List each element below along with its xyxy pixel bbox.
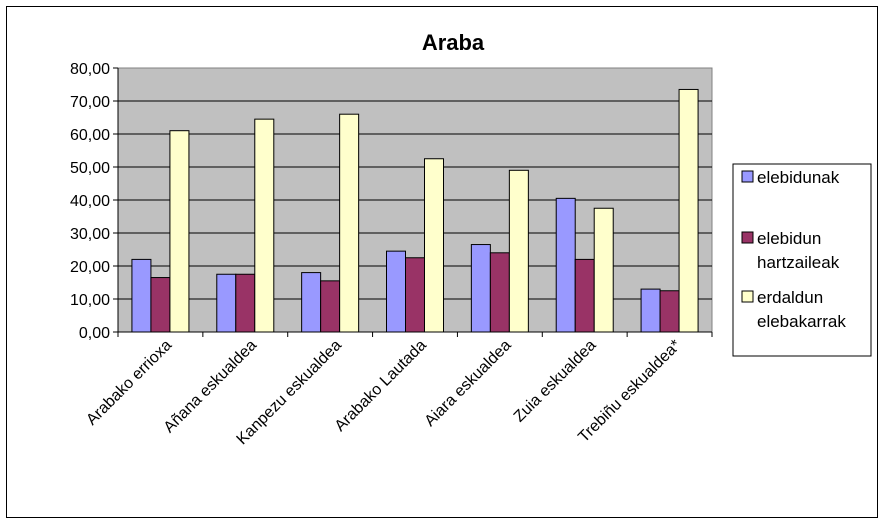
legend-label: elebakarrak: [757, 312, 846, 331]
bar: [470, 244, 491, 333]
bars: [131, 88, 699, 333]
bar: [640, 288, 661, 333]
bar: [235, 273, 256, 333]
x-tick-label: Aiara eskualdea: [422, 337, 515, 430]
bar: [424, 158, 444, 333]
bar: [301, 272, 322, 333]
y-tick-label: 0,00: [79, 325, 110, 342]
bar: [593, 207, 614, 333]
bar: [405, 257, 425, 333]
y-tick-label: 10,00: [70, 292, 110, 309]
y-tick-label: 20,00: [70, 259, 110, 276]
y-tick-label: 40,00: [70, 193, 110, 210]
legend-label: elebidun: [757, 229, 821, 248]
y-tick-label: 50,00: [70, 160, 110, 177]
bar: [678, 88, 699, 333]
bar: [254, 118, 275, 333]
legend-label: erdaldun: [757, 288, 823, 307]
bar: [489, 252, 510, 333]
x-tick-label: Arabako Lautada: [332, 337, 430, 435]
legend-swatch: [741, 170, 754, 183]
y-tick-label: 80,00: [70, 61, 110, 78]
legend: elebidunak elebidun hartzaileak erdaldun ele…: [741, 168, 846, 331]
y-tick-label: 30,00: [70, 226, 110, 243]
y-tick-label: 70,00: [70, 94, 110, 111]
y-axis: 0,00 10,00 20,00 30,00 40,00 50,00 60,00 70,00 8…: [70, 61, 119, 342]
bar: [555, 197, 576, 333]
legend-label: hartzaileak: [757, 253, 840, 272]
chart-title: Araba: [422, 30, 485, 55]
legend-swatch: [741, 231, 754, 244]
x-tick-label: Añana eskualdea: [161, 337, 261, 437]
x-tick-label: Arabako errioxa: [83, 337, 175, 429]
bar: [339, 113, 360, 333]
bar: [216, 273, 237, 333]
x-tick-label: Zuia eskualdea: [511, 337, 600, 426]
legend-box: [732, 163, 872, 357]
bar: [169, 130, 190, 333]
bar: [131, 258, 152, 333]
y-tick-label: 60,00: [70, 127, 110, 144]
bar: [574, 258, 595, 333]
legend-swatch: [741, 290, 754, 303]
bar: [508, 169, 529, 333]
bar: [320, 280, 341, 333]
bar: [659, 290, 680, 333]
bar: [386, 250, 406, 333]
bar: [150, 277, 171, 333]
legend-label: elebidunak: [757, 168, 840, 187]
